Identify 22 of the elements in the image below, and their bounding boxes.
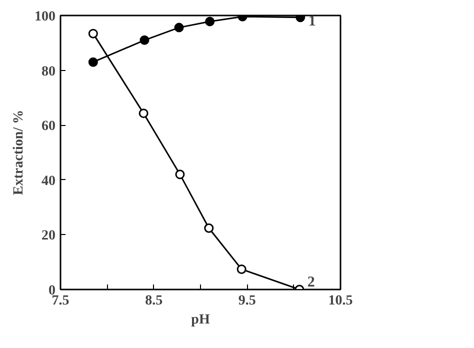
series-label: 2: [307, 274, 315, 290]
point: [138, 108, 148, 118]
x-tick-label: 7.5: [52, 294, 70, 308]
y-tick-label: 20: [42, 228, 56, 244]
x-tick-label: 9.5: [238, 294, 256, 308]
point: [205, 16, 215, 26]
y-tick-label: 80: [42, 64, 56, 80]
point: [140, 35, 150, 45]
series-label: 1: [308, 13, 316, 30]
point: [88, 28, 98, 38]
y-tick-label: 60: [42, 119, 56, 134]
point: [236, 264, 246, 274]
point: [204, 223, 214, 233]
y-tick-label: 100: [34, 10, 56, 24]
point: [174, 22, 184, 32]
y-tick-label: 40: [42, 174, 56, 189]
x-tick-label: 10.5: [328, 294, 353, 308]
x-axis-title: pH: [191, 312, 210, 328]
x-tick-label: 8.5: [145, 294, 163, 308]
point: [175, 170, 185, 180]
point: [88, 57, 98, 67]
y-axis-title: Extraction/ %: [12, 110, 26, 196]
